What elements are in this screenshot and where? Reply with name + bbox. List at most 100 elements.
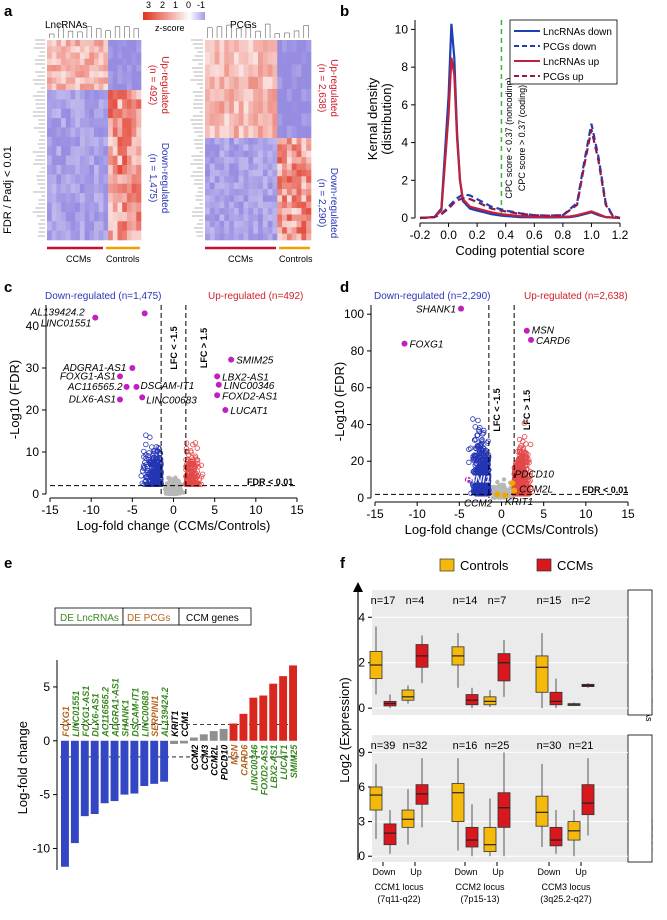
heatmap-cell xyxy=(84,230,90,241)
x-axis-label: Coding potential score xyxy=(455,243,584,258)
heatmap-cell xyxy=(89,183,95,194)
upregulated-point xyxy=(188,448,194,454)
heatmap-cell xyxy=(229,125,235,139)
downregulated-point xyxy=(143,432,149,438)
heatmap-cell xyxy=(248,163,254,171)
heatmap-cell xyxy=(79,90,85,100)
heatmap-cell xyxy=(70,40,76,47)
heatmap-cell xyxy=(79,118,85,128)
heatmap-cell xyxy=(94,108,99,119)
heatmap-cell xyxy=(56,40,62,47)
heatmap-cell xyxy=(94,71,99,78)
heatmap-cell xyxy=(70,193,76,203)
heatmap-cell xyxy=(243,101,249,114)
heatmap-cell xyxy=(253,125,259,139)
bar-gene-label: CCM1 xyxy=(180,711,190,737)
heatmap-cell xyxy=(98,108,104,119)
heatmap-cell xyxy=(47,146,52,156)
heatmap-cell xyxy=(61,221,67,231)
heatmap-cell xyxy=(103,99,109,110)
column-dendrogram-branch xyxy=(236,27,242,38)
heatmap-cell xyxy=(70,118,76,128)
x-tick-label: 10 xyxy=(249,503,263,517)
y-axis-label: Kernal density xyxy=(365,77,380,160)
heatmap-cell xyxy=(296,201,302,209)
heatmap-cell xyxy=(258,138,264,145)
heatmap-cell xyxy=(248,113,254,127)
heatmap-cell xyxy=(126,77,132,85)
heatmap-cell xyxy=(238,233,244,241)
heatmap-cell xyxy=(262,64,268,78)
heatmap-cell xyxy=(214,125,220,139)
heatmap-cell xyxy=(301,176,307,183)
upregulated-point xyxy=(527,441,534,448)
heatmap-cell xyxy=(98,155,104,166)
upregulated-point xyxy=(189,468,195,474)
heatmap-cell xyxy=(89,71,95,78)
heatmap-cell xyxy=(262,169,268,177)
heatmap-cell xyxy=(61,230,67,241)
heatmap-cell xyxy=(209,113,215,127)
heatmap-cell xyxy=(233,157,240,164)
heatmap-cell xyxy=(272,40,278,53)
heatmap-cell xyxy=(209,195,215,203)
y-tick-label: -5 xyxy=(39,788,50,802)
heatmap-cell xyxy=(131,46,137,53)
heatmap-cell xyxy=(103,211,109,222)
group-down: Down xyxy=(372,867,395,877)
bar-gene-label: LBX2-AS1 xyxy=(269,745,279,789)
heatmap-cell xyxy=(84,155,90,166)
heatmap-cell xyxy=(122,221,128,231)
heatmap-cell xyxy=(272,208,278,215)
heatmap-cell xyxy=(70,174,76,185)
heatmap-cell xyxy=(306,169,312,177)
heatmap-cell xyxy=(205,89,211,102)
heatmap-cell xyxy=(253,52,259,65)
heatmap-cell xyxy=(126,165,132,175)
heatmap-cell xyxy=(214,220,220,228)
y-tick-label: 2 xyxy=(358,656,365,670)
heatmap-cell xyxy=(233,64,240,78)
heatmap-cell xyxy=(272,157,278,164)
heatmap-cell xyxy=(233,125,240,139)
heatmap-cell xyxy=(262,195,268,203)
heatmap-cell xyxy=(65,127,71,138)
heatmap-cell xyxy=(238,163,244,171)
zscore-colorbar xyxy=(143,12,205,20)
heatmap-cell xyxy=(108,146,114,156)
heatmap-cell xyxy=(126,146,132,156)
heatmap-cell xyxy=(136,127,142,138)
heatmap-cell xyxy=(219,113,225,127)
heatmap-cell xyxy=(296,208,302,215)
heatmap-cell xyxy=(103,146,109,156)
column-dendrogram-branch xyxy=(133,28,139,38)
upregulated-point xyxy=(183,440,190,446)
heatmap-cell xyxy=(229,40,235,53)
heatmap-cell xyxy=(122,99,128,110)
heatmap-cell xyxy=(243,227,249,234)
lfc-bar xyxy=(279,676,288,741)
heatmap-cell xyxy=(94,127,99,138)
heatmap-cell xyxy=(238,220,244,228)
heatmap-cell xyxy=(61,211,67,222)
heatmap-cell xyxy=(75,146,81,156)
facet-strip xyxy=(627,589,653,716)
heatmap-cell xyxy=(258,220,264,228)
heatmap-cell xyxy=(229,163,235,171)
heatmap-cell xyxy=(301,201,307,209)
downregulated-point xyxy=(150,448,157,454)
heatmap-cell xyxy=(98,71,104,78)
downregulated-point xyxy=(141,448,147,455)
heatmap-cell xyxy=(112,77,118,85)
bar-gene-label: SERPINI1 xyxy=(150,696,160,737)
heatmap-cell xyxy=(108,46,114,53)
heatmap-cell xyxy=(229,138,235,145)
heatmap-cell xyxy=(98,165,104,175)
gene-label: CCM2 xyxy=(464,498,493,509)
heatmap-cell xyxy=(84,83,90,91)
heatmap-cell xyxy=(262,113,268,127)
heatmap-cell xyxy=(103,183,109,194)
vline-label-coding: CPC score > 0.37 (coding) xyxy=(517,85,527,191)
heatmap-cell xyxy=(267,169,273,177)
